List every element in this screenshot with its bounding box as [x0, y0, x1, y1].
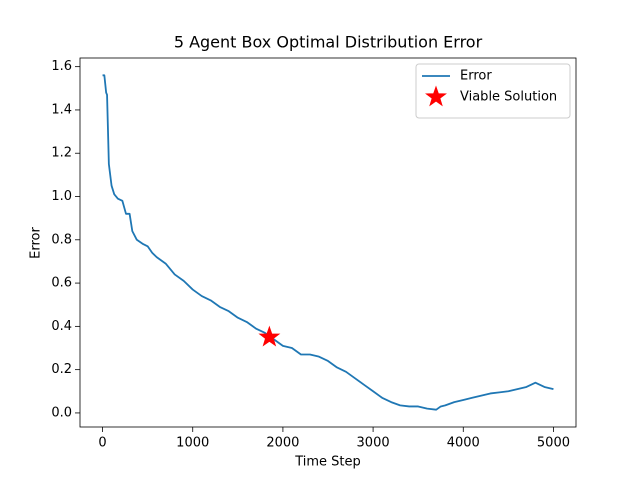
- y-tick-label: 1.4: [51, 102, 72, 117]
- plot-frame: [79, 57, 577, 428]
- line: [102, 74, 554, 411]
- x-tick-label: 1000: [176, 436, 209, 451]
- y-tick-label: 0.0: [51, 405, 72, 420]
- x-tick-label: 5000: [537, 436, 570, 451]
- y-tick-label: 0.6: [51, 276, 72, 291]
- chart-title: 5 Agent Box Optimal Distribution Error: [174, 33, 483, 52]
- marker: [258, 325, 281, 347]
- x-axis-label: Time Step: [294, 455, 361, 470]
- y-tick-label: 0.8: [51, 232, 72, 247]
- legend: Error Viable Solution: [415, 63, 571, 119]
- x-tick-label: 4000: [447, 436, 480, 451]
- y-tick-label: 1.0: [51, 189, 72, 204]
- legend-swatch: [425, 85, 447, 107]
- legend-box: [415, 63, 571, 119]
- y-tick-label: 1.6: [51, 59, 72, 74]
- y-axis-label: Error: [29, 227, 44, 259]
- legend-label: Viable Solution: [460, 90, 557, 105]
- x-tick-label: 0: [98, 436, 106, 451]
- x-tick-label: 2000: [266, 436, 299, 451]
- x-tick-label: 3000: [357, 436, 390, 451]
- y-tick-label: 1.2: [51, 146, 72, 161]
- legend-label: Error: [460, 69, 492, 84]
- y-tick-label: 0.2: [51, 362, 72, 377]
- y-tick-label: 0.4: [51, 319, 72, 334]
